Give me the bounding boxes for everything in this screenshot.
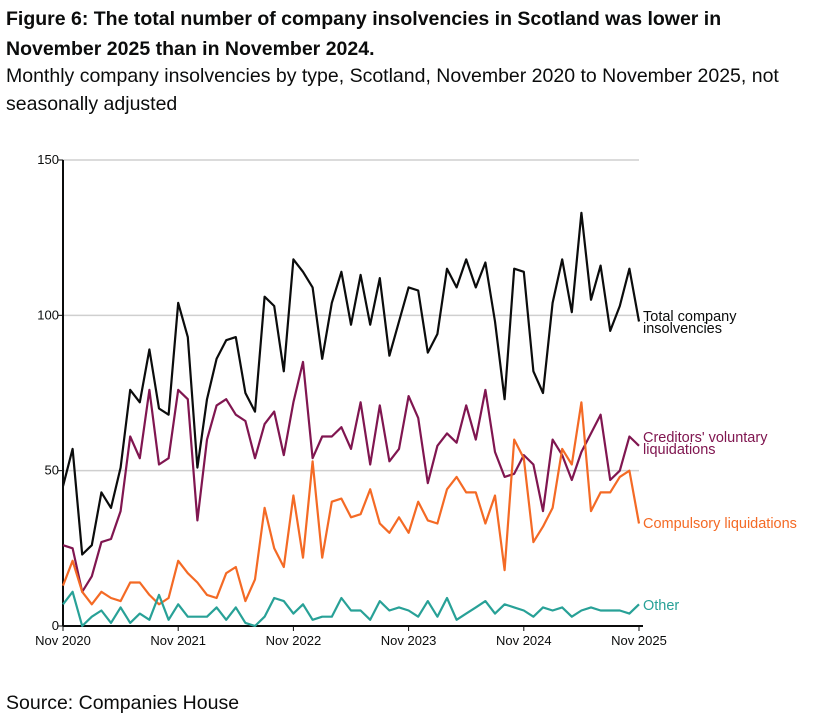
series-label: Other xyxy=(643,598,679,614)
y-tick-label: 100 xyxy=(37,307,59,322)
series-label: Compulsory liquidations xyxy=(643,516,797,532)
series-label: Total company xyxy=(643,309,737,325)
series-line-creditors-voluntary-liquidations xyxy=(62,360,640,593)
series-line-compulsory-liquidations xyxy=(61,401,641,606)
x-tick-label: Nov 2024 xyxy=(496,633,552,648)
y-tick-label: 50 xyxy=(45,463,59,478)
source-note: Source: Companies House xyxy=(6,692,240,714)
x-tick-label: Nov 2020 xyxy=(35,633,91,648)
chart-title: Figure 6: The total number of company in… xyxy=(6,8,722,60)
y-tick-label: 150 xyxy=(37,152,59,167)
series-label: liquidations xyxy=(643,442,716,458)
series-line-other xyxy=(62,590,640,628)
x-tick-label: Nov 2022 xyxy=(266,633,322,648)
x-tick-label: Nov 2025 xyxy=(611,633,667,648)
series-label: Creditors' voluntary xyxy=(643,430,768,446)
y-tick-label: 0 xyxy=(52,618,59,633)
x-tick-label: Nov 2021 xyxy=(150,633,206,648)
series-label: insolvencies xyxy=(643,321,722,337)
series-line-total-company-insolvencies xyxy=(61,211,641,556)
x-tick-label: Nov 2023 xyxy=(381,633,437,648)
chart-subtitle: Monthly company insolvencies by type, Sc… xyxy=(6,65,779,115)
line-chart: 0 50 100 150 Nov 2020 Nov 2021 Nov 2022 Nov 202… xyxy=(35,152,797,648)
